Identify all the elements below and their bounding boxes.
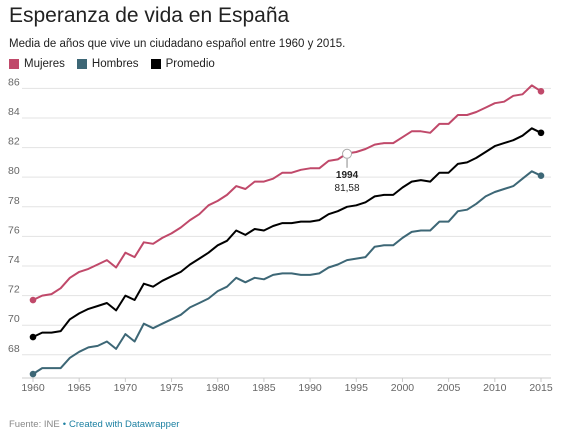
- source-text: Fuente: INE: [9, 419, 60, 430]
- footer-separator: •: [62, 419, 67, 430]
- x-tick-label: 2015: [529, 382, 553, 394]
- legend: Mujeres Hombres Promedio: [9, 58, 227, 70]
- x-tick-label: 1985: [252, 382, 276, 394]
- chart-subtitle: Media de años que vive un ciudadano espa…: [9, 38, 346, 50]
- x-tick-label: 1990: [298, 382, 322, 394]
- y-tick-label: 74: [8, 254, 20, 266]
- x-tick-label: 1970: [114, 382, 138, 394]
- x-tick-label: 2010: [483, 382, 507, 394]
- legend-swatch-promedio: [150, 59, 161, 69]
- y-tick-label: 78: [8, 195, 20, 207]
- datawrapper-link[interactable]: Created with Datawrapper: [69, 419, 180, 430]
- chart-title: Esperanza de vida en España: [9, 4, 290, 27]
- x-tick-label: 1975: [160, 382, 184, 394]
- series-start-dot-hombres: [29, 370, 37, 378]
- series-end-dot-promedio: [537, 129, 545, 137]
- series-start-dot-promedio: [29, 333, 37, 341]
- y-tick-label: 86: [8, 76, 20, 88]
- footer: Fuente: INE • Created with Datawrapper: [9, 419, 179, 430]
- legend-item-mujeres: Mujeres: [9, 58, 65, 70]
- series-end-dot-mujeres: [537, 88, 545, 95]
- legend-label-mujeres: Mujeres: [24, 58, 65, 70]
- y-tick-label: 80: [8, 165, 20, 177]
- x-tick-label: 2000: [391, 382, 415, 394]
- series-end-dot-hombres: [537, 172, 545, 179]
- x-tick-label: 1980: [206, 382, 230, 394]
- y-tick-label: 76: [8, 224, 20, 236]
- legend-label-promedio: Promedio: [165, 58, 215, 70]
- legend-item-promedio: Promedio: [150, 58, 215, 70]
- annotation-year: 1994: [336, 170, 359, 181]
- x-tick-label: 1960: [21, 382, 45, 394]
- series-start-dot-mujeres: [29, 296, 37, 304]
- y-tick-label: 68: [8, 343, 20, 355]
- y-tick-label: 84: [8, 106, 20, 118]
- y-tick-label: 82: [8, 136, 20, 148]
- annotation-marker: [342, 148, 353, 159]
- legend-item-hombres: Hombres: [76, 58, 139, 70]
- series-line-mujeres: [32, 84, 542, 301]
- annotation-value: 81,58: [335, 183, 360, 194]
- legend-swatch-mujeres: [9, 59, 19, 69]
- legend-swatch-hombres: [76, 59, 87, 69]
- x-tick-label: 1965: [68, 382, 92, 394]
- y-tick-label: 70: [8, 313, 20, 325]
- series-line-hombres: [32, 170, 542, 375]
- x-tick-label: 1995: [345, 382, 369, 394]
- x-tick-label: 2005: [437, 382, 461, 394]
- legend-label-hombres: Hombres: [91, 58, 139, 70]
- y-tick-label: 72: [8, 284, 20, 296]
- series-line-promedio: [32, 127, 542, 338]
